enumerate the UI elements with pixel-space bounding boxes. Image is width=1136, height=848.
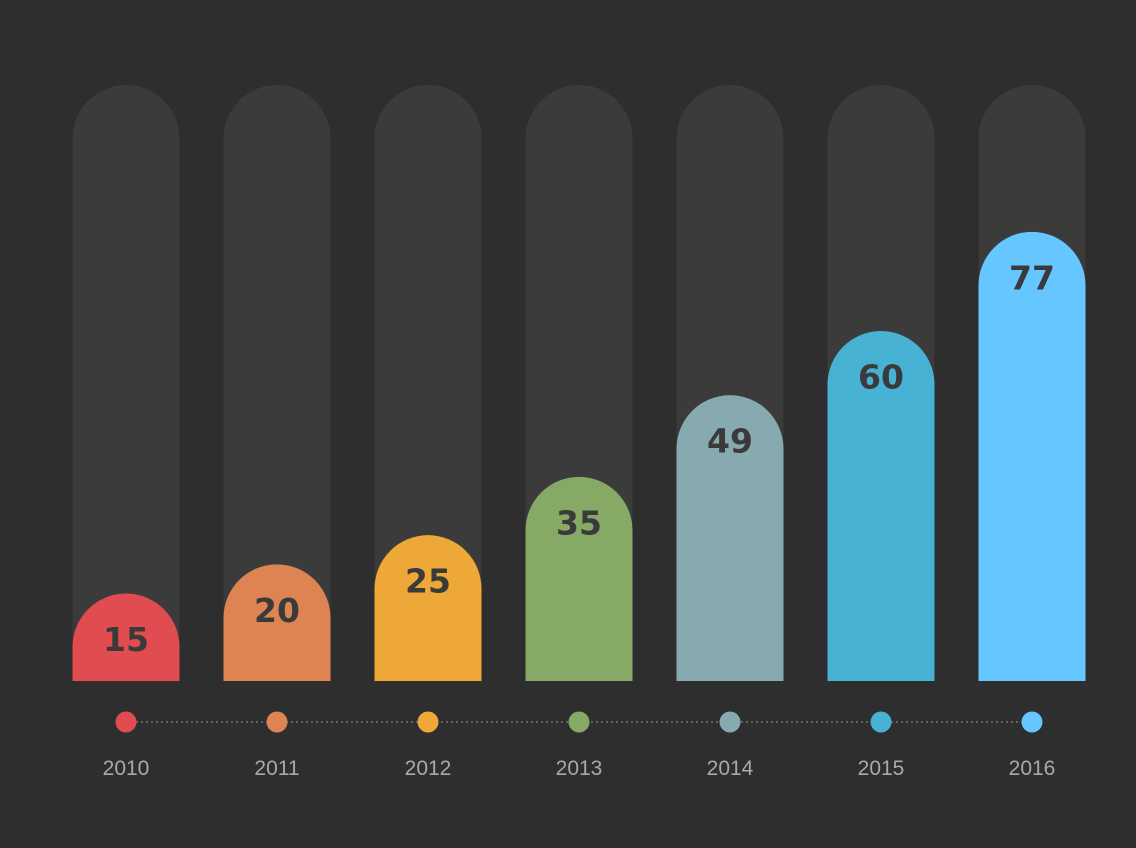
bars	[72, 231, 1086, 681]
timeline-dot-2013	[568, 711, 590, 733]
x-tick-label-2016: 2016	[1009, 757, 1056, 780]
data-label-2014: 49	[707, 422, 753, 461]
x-tick-label-2012: 2012	[405, 757, 452, 780]
bar-2014	[676, 395, 784, 681]
x-tick-label-2013: 2013	[556, 757, 603, 780]
data-label-2012: 25	[405, 562, 451, 601]
timeline-dot-2015	[870, 711, 892, 733]
x-axis-labels: 2010 2011 2012 2013 2014 2015 2016	[103, 757, 1056, 780]
data-label-2011: 20	[254, 591, 300, 630]
bar-2012	[374, 535, 482, 681]
bar-2015	[827, 331, 935, 681]
x-tick-label-2015: 2015	[858, 757, 905, 780]
value-labels: 15 20 25 35 49 60 77	[103, 258, 1055, 659]
bar-2016	[978, 231, 1086, 681]
bar-2010	[72, 593, 180, 681]
timeline-dot-2012	[417, 711, 439, 733]
timeline-dot-2010	[115, 711, 137, 733]
data-label-2010: 15	[103, 620, 149, 659]
bar-track	[223, 84, 331, 681]
bar-track	[374, 84, 482, 681]
bar-track	[72, 85, 180, 682]
timeline-dot-2016	[1021, 711, 1043, 733]
x-tick-label-2011: 2011	[254, 757, 299, 780]
x-tick-label-2010: 2010	[103, 757, 150, 780]
timeline	[115, 711, 1043, 733]
x-tick-label-2014: 2014	[707, 757, 754, 780]
data-label-2015: 60	[858, 358, 904, 397]
bar-2013	[525, 476, 633, 681]
timeline-dot-2011	[266, 711, 288, 733]
timeline-dot-2014	[719, 711, 741, 733]
data-label-2013: 35	[556, 503, 602, 542]
bar-2011	[223, 564, 331, 681]
data-label-2016: 77	[1009, 258, 1055, 297]
